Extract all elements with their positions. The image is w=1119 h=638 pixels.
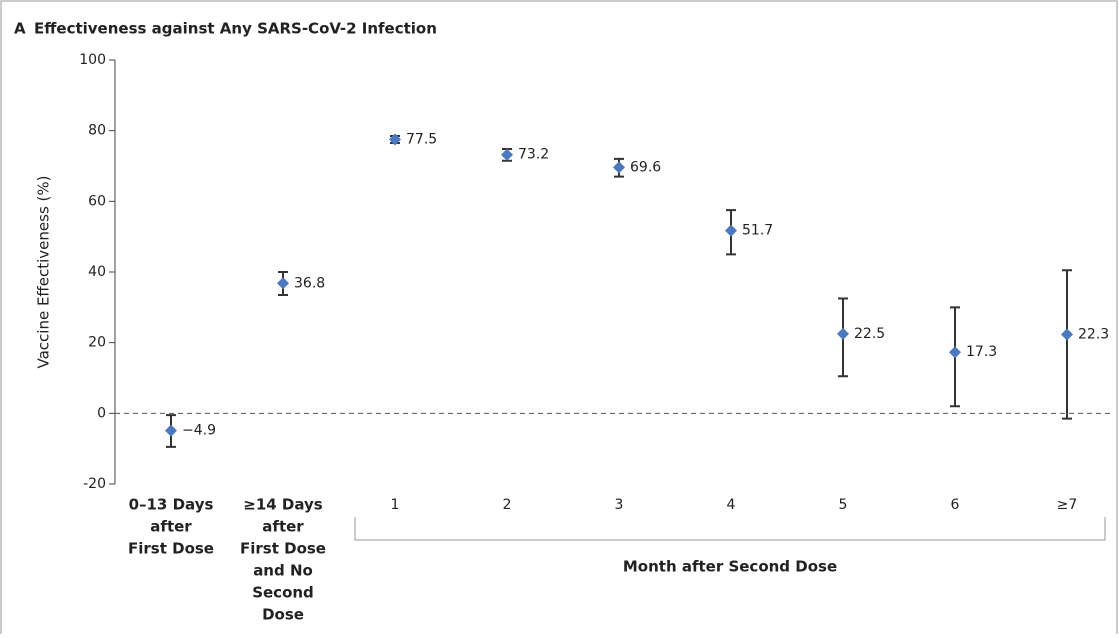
x-tick-label: after [150, 518, 192, 536]
x-tick-label: First Dose [128, 540, 214, 558]
data-label: 36.8 [294, 275, 325, 291]
data-label: 51.7 [742, 223, 773, 239]
x-tick-label: 0–13 Days [129, 496, 214, 514]
x-tick-label: ≥7 [1057, 497, 1078, 513]
y-tick-label: 80 [88, 123, 106, 139]
data-label: 17.3 [966, 344, 997, 360]
marker [165, 424, 177, 437]
marker [277, 277, 289, 290]
group-label: Month after Second Dose [623, 558, 837, 576]
error-bar [1062, 269, 1072, 420]
data-label: 22.5 [854, 326, 885, 342]
y-tick-label: 60 [88, 193, 106, 209]
y-tick-label: 40 [88, 264, 106, 280]
x-tick-label: 3 [615, 497, 624, 513]
x-tick-label: 4 [727, 497, 736, 513]
y-tick-label: -20 [83, 476, 106, 492]
x-tick-label: ≥14 Days [243, 496, 323, 514]
data-label: 77.5 [406, 132, 437, 148]
marker [389, 133, 401, 146]
x-tick-label: 6 [951, 497, 960, 513]
x-tick-label: Second [252, 584, 314, 602]
marker [1061, 328, 1073, 341]
x-tick-label: after [262, 518, 304, 536]
marker [949, 346, 961, 359]
x-tick-label: First Dose [240, 540, 326, 558]
y-tick-label: 100 [79, 52, 106, 68]
marker [613, 161, 625, 174]
x-tick-label: 5 [839, 497, 848, 513]
x-tick-label: Dose [262, 606, 304, 624]
data-label: 22.3 [1078, 327, 1109, 343]
marker [725, 224, 737, 237]
chart-title: Effectiveness against Any SARS-CoV-2 Inf… [34, 20, 437, 38]
panel-letter: A [14, 20, 26, 38]
x-tick-label: 2 [503, 497, 512, 513]
y-tick-label: 0 [97, 405, 106, 421]
group-bracket [354, 517, 1106, 541]
y-tick-label: 20 [88, 335, 106, 351]
data-label: 69.6 [630, 159, 661, 175]
marker [837, 327, 849, 340]
y-axis-label: Vaccine Effectiveness (%) [35, 176, 53, 369]
data-label: 73.2 [518, 147, 549, 163]
data-label: −4.9 [182, 423, 216, 439]
marker [501, 148, 513, 161]
x-tick-label: 1 [391, 497, 400, 513]
x-tick-label: and No [253, 562, 313, 580]
